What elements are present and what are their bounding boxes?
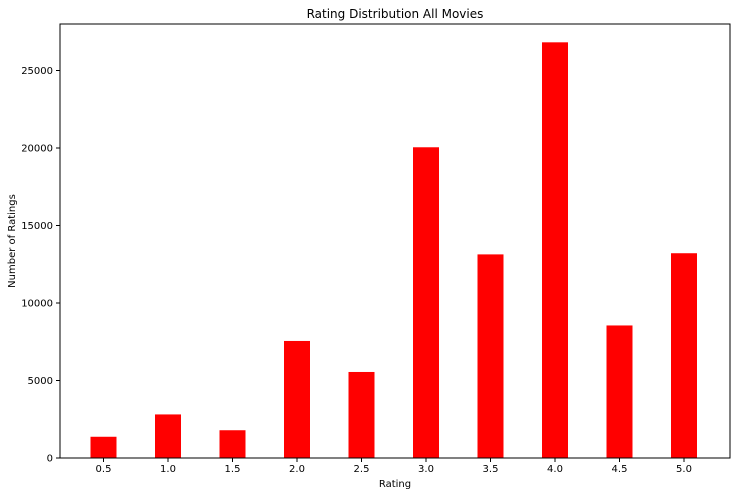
x-axis-ticks: 0.5 1.0 1.5 2.0 2.5 3.0 3.5 4.0 4.5 5.0 xyxy=(96,458,692,475)
y-tick-label: 0 xyxy=(47,454,53,465)
bar-2.5 xyxy=(348,371,375,458)
bar-1.0 xyxy=(155,414,181,458)
x-tick-label: 3.5 xyxy=(483,464,499,475)
bar-3.5 xyxy=(477,254,504,458)
bar-1.5 xyxy=(219,430,246,458)
bar-4.0 xyxy=(542,42,568,459)
x-tick-label: 1.5 xyxy=(225,464,241,475)
y-tick-label: 5000 xyxy=(28,376,53,387)
x-tick-label: 0.5 xyxy=(96,464,112,475)
x-tick-label: 4.5 xyxy=(612,464,628,475)
x-tick-label: 5.0 xyxy=(676,464,692,475)
y-axis-ticks: 0 5000 10000 15000 20000 25000 xyxy=(21,66,60,465)
x-tick-label: 2.0 xyxy=(289,464,305,475)
x-tick-label: 2.5 xyxy=(354,464,370,475)
bars-group xyxy=(90,42,697,459)
y-axis-label: Number of Ratings xyxy=(7,194,18,288)
x-axis-label: Rating xyxy=(379,479,411,490)
y-tick-label: 20000 xyxy=(21,144,53,155)
y-tick-label: 15000 xyxy=(21,221,53,232)
y-tick-label: 25000 xyxy=(21,66,53,77)
x-tick-label: 3.0 xyxy=(418,464,434,475)
y-tick-label: 10000 xyxy=(21,299,53,310)
bar-5.0 xyxy=(671,253,697,458)
plot-frame xyxy=(59,23,731,459)
bar-3.0 xyxy=(413,147,439,459)
bar-2.0 xyxy=(284,340,310,458)
x-tick-label: 1.0 xyxy=(160,464,176,475)
chart-title: Rating Distribution All Movies xyxy=(307,7,484,21)
bar-0.5 xyxy=(90,436,117,458)
x-tick-label: 4.0 xyxy=(547,464,563,475)
bar-4.5 xyxy=(606,325,633,458)
